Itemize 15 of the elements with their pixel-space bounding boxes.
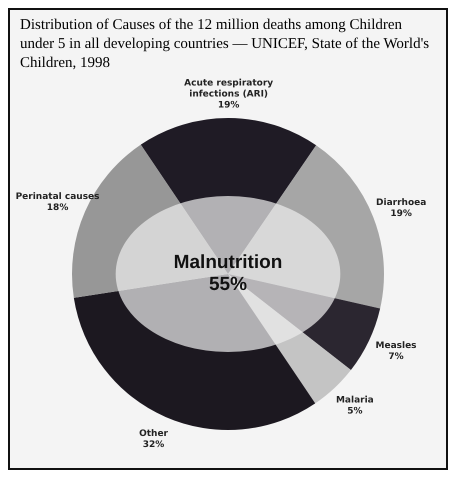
slice-label: Diarrhoea [376, 198, 426, 208]
data-label: 18% [46, 202, 68, 213]
text: Malnutrition [174, 252, 282, 274]
data-label: 5% [347, 406, 362, 416]
data-label: 19% [218, 100, 240, 110]
chart-title: Distribution of Causes of the 12 million deaths among Children under 5 in all developing countries — UNICEF, State of the World's Children, 1998 [19, 16, 430, 73]
data-label: 19% [390, 209, 412, 220]
slice-label: Other [139, 428, 169, 439]
slice-label: Acute respiratory infections (ARI) [184, 78, 274, 100]
text: 55% [208, 274, 248, 296]
slice-label: Perinatal causes [16, 192, 100, 202]
data-label: 32% [142, 440, 164, 450]
data-label: 7% [388, 352, 404, 362]
slice-label: Malaria [336, 395, 374, 406]
slice-label: Measles [375, 341, 417, 352]
